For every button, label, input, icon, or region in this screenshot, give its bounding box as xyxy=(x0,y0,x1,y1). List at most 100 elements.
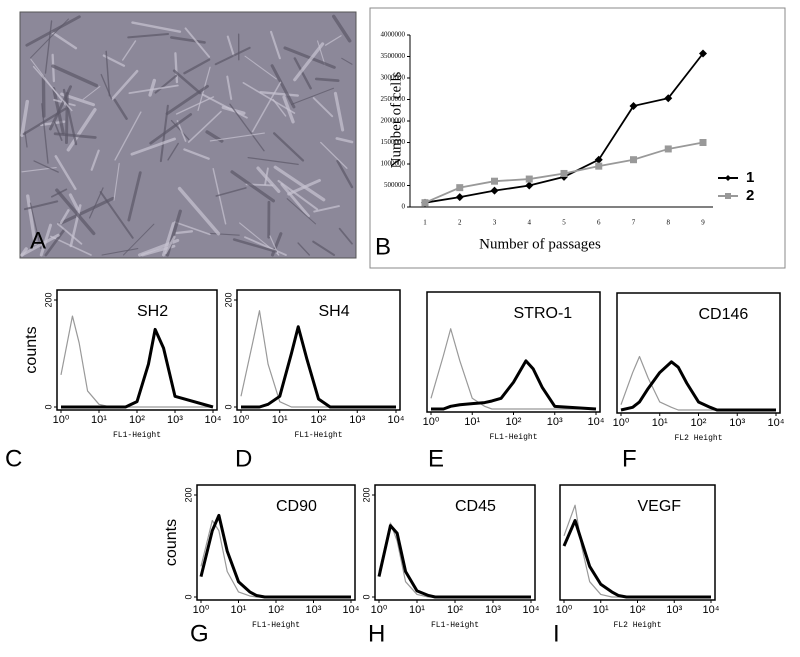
y-tick-label: 0 xyxy=(361,594,371,599)
x-tick-label: 10³ xyxy=(666,604,682,616)
x-axis-title: FL1-Height xyxy=(431,621,479,630)
marker-title: CD45 xyxy=(455,498,496,515)
x-tick-label: 10² xyxy=(630,604,646,616)
x-tick-label: 10² xyxy=(311,414,327,426)
panel-label: A xyxy=(30,227,46,254)
y-tick-label: 3500000 xyxy=(381,52,406,60)
x-tick-label: 10⁰ xyxy=(53,414,70,426)
x-tick-label: 10¹ xyxy=(652,417,668,429)
x-tick-label: 10¹ xyxy=(464,416,480,428)
cell xyxy=(316,79,338,81)
panel-label: H xyxy=(368,620,385,647)
point xyxy=(700,139,707,146)
x-tick-label: 8 xyxy=(667,219,671,227)
panel-label: B xyxy=(375,233,391,260)
x-axis-title: FL1-Height xyxy=(252,621,300,630)
x-tick-label: 10⁰ xyxy=(613,417,630,429)
point xyxy=(456,184,463,191)
point xyxy=(630,156,637,163)
x-tick-label: 10² xyxy=(129,414,145,426)
x-tick-label: 2 xyxy=(458,219,462,227)
cell xyxy=(177,231,192,233)
point xyxy=(595,163,602,170)
y-tick-label: 0 xyxy=(402,203,406,211)
y-tick-label: 200 xyxy=(43,292,53,307)
x-tick-label: 10³ xyxy=(349,414,365,426)
point xyxy=(525,182,533,190)
x-tick-label: 10² xyxy=(691,417,707,429)
point xyxy=(561,170,568,177)
x-tick-label: 10⁰ xyxy=(423,416,440,428)
y-tick-label: 200 xyxy=(361,487,371,502)
marker-title: CD146 xyxy=(699,306,749,323)
y-axis-title: counts xyxy=(163,519,180,566)
x-tick-label: 10¹ xyxy=(593,604,609,616)
x-tick-label: 6 xyxy=(597,219,601,227)
panel-label: D xyxy=(235,445,252,472)
x-tick-label: 10⁴ xyxy=(388,414,405,426)
x-tick-label: 10² xyxy=(447,604,463,616)
point xyxy=(491,178,498,185)
histogram-curve xyxy=(241,311,396,407)
x-axis-title: FL2 Height xyxy=(674,434,722,443)
x-tick-label: 10³ xyxy=(167,414,183,426)
x-tick-label: 3 xyxy=(493,219,497,227)
histogram-curve xyxy=(431,361,596,409)
panel-label: G xyxy=(190,620,209,647)
x-tick-label: 10⁴ xyxy=(205,414,222,426)
legend-label: 1 xyxy=(746,169,754,186)
x-tick-label: 5 xyxy=(562,219,566,227)
x-tick-label: 10⁰ xyxy=(193,604,210,616)
x-axis-title: FL1-Height xyxy=(113,431,161,440)
x-tick-label: 1 xyxy=(423,219,427,227)
x-tick-label: 10⁴ xyxy=(768,417,785,429)
histogram-curve xyxy=(379,526,531,597)
x-tick-label: 10³ xyxy=(306,604,322,616)
histogram-curve xyxy=(61,316,213,407)
y-tick-label: 0 xyxy=(43,404,53,409)
marker-title: SH4 xyxy=(319,303,350,320)
panel-label: I xyxy=(553,620,560,647)
marker-title: SH2 xyxy=(137,303,168,320)
marker-title: CD90 xyxy=(276,498,317,515)
panel-label: E xyxy=(428,445,444,472)
x-tick-label: 10⁰ xyxy=(371,604,388,616)
y-tick-label: 500000 xyxy=(384,181,406,189)
x-tick-label: 10⁴ xyxy=(588,416,605,428)
y-tick-label: 200 xyxy=(183,487,193,502)
y-axis-title: Number of cells xyxy=(388,72,404,169)
x-axis-title: FL1-Height xyxy=(489,433,537,442)
x-tick-label: 10⁰ xyxy=(233,414,250,426)
y-tick-label: 200 xyxy=(223,292,233,307)
point xyxy=(665,145,672,152)
x-axis-title: FL2 Height xyxy=(613,621,661,630)
y-tick-label: 4000000 xyxy=(381,31,406,39)
legend-marker xyxy=(725,193,731,199)
x-tick-label: 4 xyxy=(528,219,532,227)
panel-frame xyxy=(370,8,785,268)
x-tick-label: 10¹ xyxy=(91,414,107,426)
histogram-curve xyxy=(431,329,596,409)
x-tick-label: 10⁰ xyxy=(556,604,573,616)
x-tick-label: 10¹ xyxy=(231,604,247,616)
x-tick-label: 7 xyxy=(632,219,636,227)
x-tick-label: 10⁴ xyxy=(703,604,720,616)
x-tick-label: 10¹ xyxy=(409,604,425,616)
x-tick-label: 9 xyxy=(701,219,705,227)
x-tick-label: 10² xyxy=(506,416,522,428)
y-tick-label: 0 xyxy=(183,594,193,599)
x-tick-label: 10⁴ xyxy=(523,604,540,616)
point xyxy=(422,199,429,206)
legend-label: 2 xyxy=(746,187,754,204)
x-tick-label: 10³ xyxy=(485,604,501,616)
y-tick-label: 0 xyxy=(223,404,233,409)
y-axis-title: counts xyxy=(23,326,40,373)
point xyxy=(526,176,533,183)
point xyxy=(491,187,499,195)
legend-marker xyxy=(725,175,731,181)
x-tick-label: 10³ xyxy=(547,416,563,428)
point xyxy=(456,193,464,201)
x-tick-label: 10⁴ xyxy=(343,604,360,616)
x-tick-label: 10³ xyxy=(729,417,745,429)
